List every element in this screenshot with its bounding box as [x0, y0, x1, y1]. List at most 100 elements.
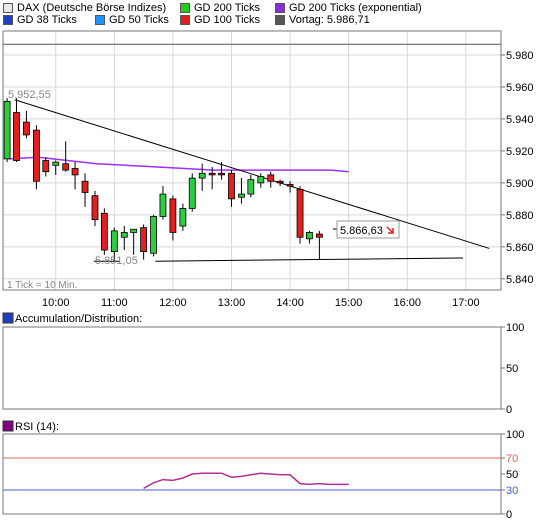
legend-gd200-label: GD 200 Ticks [194, 1, 261, 14]
y-tick-label: 5.940 [506, 114, 534, 126]
candle-body [179, 208, 187, 227]
high-label: 5.952,55 [8, 89, 51, 101]
legend-row-2: GD 38 Ticks GD 50 Ticks GD 100 Ticks Vor… [0, 13, 370, 26]
candle-up [52, 160, 60, 175]
candle-body [23, 121, 30, 136]
candle-body [32, 129, 40, 182]
candle-up [238, 178, 245, 204]
candle-body [110, 230, 118, 253]
candle-down [62, 141, 70, 172]
candle-body [169, 198, 177, 233]
gd200exp-swatch-icon [275, 2, 285, 13]
x-tick-label: 15:00 [335, 297, 363, 309]
y-tick-label: 0 [506, 509, 512, 521]
main-y-axis: 5.840 5.860 5.880 5.900 5.920 5.940 5.960 5.980 [501, 50, 534, 286]
candle-body [296, 188, 304, 238]
y-tick-label: 30 [506, 485, 518, 497]
candle-body [188, 177, 196, 209]
gd50-swatch-icon [95, 14, 105, 25]
candle-down [315, 230, 323, 260]
gd200-exp-line [8, 156, 349, 173]
y-tick-label: 0 [506, 404, 512, 416]
candle-body [218, 172, 225, 176]
candle-down [81, 173, 89, 207]
dax-swatch-icon [3, 2, 13, 13]
y-tick-label: 5.920 [506, 146, 534, 158]
y-tick-label: 70 [506, 453, 518, 465]
x-tick-label: 10:00 [42, 297, 70, 309]
candle-down [140, 224, 148, 260]
candle-body [91, 195, 99, 221]
candle-down [42, 157, 50, 177]
rsi-line [143, 472, 349, 490]
candle-up [130, 228, 138, 255]
x-tick-label: 12:00 [159, 297, 187, 309]
candle-body [159, 193, 167, 217]
y-tick-label: 50 [506, 469, 518, 481]
legend-row-1: DAX (Deutsche Börse Indizes) GD 200 Tick… [0, 1, 422, 14]
candle-up [150, 214, 157, 257]
candle-up [179, 203, 187, 231]
candle-body [198, 172, 206, 179]
candle-up [188, 173, 196, 212]
candle-body [306, 232, 313, 240]
candle-down [169, 195, 177, 241]
candle-down [286, 181, 294, 193]
last-price-callout: 5.866,63 [333, 220, 400, 239]
accdist-title: Accumulation/Distribution: [15, 313, 142, 325]
candle-up [159, 186, 167, 220]
down-arrow-icon [386, 226, 394, 234]
candle-down [13, 98, 20, 163]
candle-down [267, 171, 275, 188]
candle-body [208, 172, 216, 176]
candle-down [228, 170, 235, 207]
x-tick-label: 17:00 [452, 297, 480, 309]
y-tick-label: 5.860 [506, 242, 534, 254]
candle-down [276, 179, 284, 187]
legend-gd100: GD 100 Ticks [177, 14, 272, 26]
candle-body [120, 232, 128, 238]
legend-gd38-label: GD 38 Ticks [17, 13, 77, 26]
candle-up [198, 163, 206, 191]
candle-down [32, 125, 40, 190]
y-tick-label: 100 [506, 322, 524, 334]
candle-body [100, 212, 108, 251]
legend-gd100-label: GD 100 Ticks [194, 13, 261, 26]
y-tick-label: 5.980 [506, 50, 534, 62]
candle-up [257, 173, 265, 188]
candle-body [13, 112, 20, 161]
candle-body [42, 160, 50, 173]
candle-down [208, 166, 216, 190]
candle-body [315, 233, 323, 238]
last-price-box [336, 220, 400, 239]
x-tick-label: 13:00 [218, 297, 246, 309]
rsi-y-axis: 0 30 50 70 100 [501, 429, 524, 521]
tick-note: 1 Tick = 10 Min. [7, 280, 77, 291]
candle-body [276, 180, 284, 184]
legend-gd200exp-label: GD 200 Ticks (exponential) [289, 1, 422, 14]
candle-down [100, 208, 108, 255]
candle-down [296, 186, 304, 244]
candle-body [228, 172, 235, 200]
candle-body [247, 179, 255, 195]
candle-body [130, 228, 138, 233]
legend-gd200: GD 200 Ticks [177, 2, 272, 14]
x-tick-label: 14:00 [276, 297, 304, 309]
candle-down [71, 162, 79, 190]
main-x-axis: 10:00 11:00 12:00 13:00 14:00 15:00 16:00 17:00 [42, 297, 480, 309]
candle-body [267, 174, 275, 182]
candle-body [3, 100, 11, 160]
candle-body [52, 161, 60, 166]
candle-up [306, 230, 313, 244]
accdist-y-axis: 0 50 100 [501, 322, 524, 416]
x-tick-label: 16:00 [393, 297, 421, 309]
candle-up [3, 98, 11, 163]
candle-body [81, 180, 89, 193]
x-tick-label: 11:00 [101, 297, 128, 309]
y-tick-label: 5.960 [506, 82, 534, 94]
candle-up [110, 227, 118, 262]
candle-down [91, 190, 99, 227]
candle-body [71, 168, 79, 176]
legend-vortag: Vortag: 5.986,71 [272, 14, 370, 26]
